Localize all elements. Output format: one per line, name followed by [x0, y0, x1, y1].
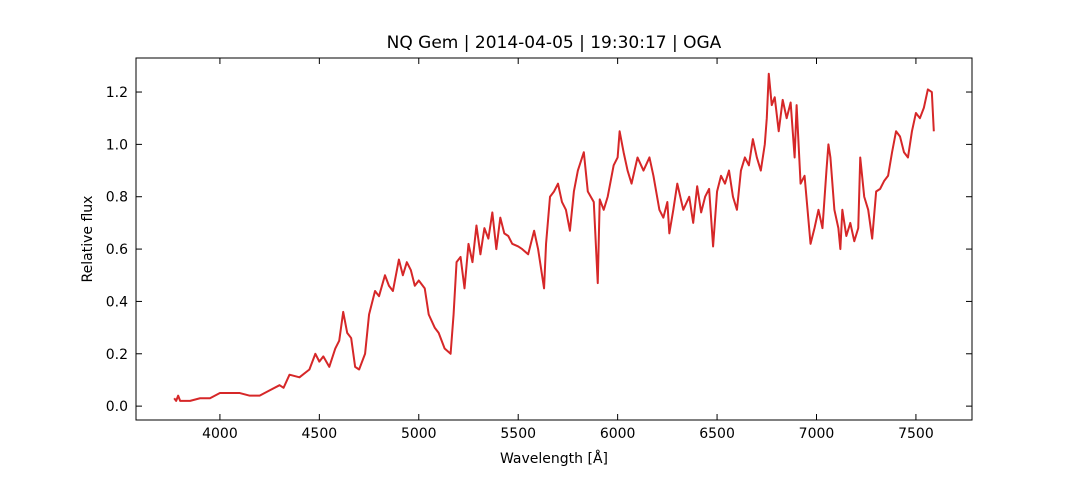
y-tick-label: 0.6: [106, 242, 128, 258]
y-tick-label: 0.0: [106, 399, 128, 415]
x-tick-label: 6000: [600, 426, 636, 442]
x-tick-label: 5500: [500, 426, 536, 442]
plot-frame: [135, 57, 973, 421]
y-axis-label: Relative flux: [80, 196, 96, 283]
x-tick-label: 7000: [799, 426, 835, 442]
y-tick-label: 0.8: [106, 190, 128, 206]
y-tick-label: 1.0: [106, 137, 128, 153]
x-tick-label: 5000: [401, 426, 437, 442]
spectrum-line: [173, 72, 935, 402]
x-tick-label: 4000: [202, 426, 238, 442]
y-tick-label: 0.4: [106, 294, 128, 310]
x-tick-label: 4500: [302, 426, 338, 442]
y-tick-label: 0.2: [106, 347, 128, 363]
x-tick-label: 7500: [898, 426, 934, 442]
x-tick-label: 6500: [699, 426, 735, 442]
chart-title: NQ Gem | 2014-04-05 | 19:30:17 | OGA: [387, 33, 722, 53]
y-tick-label: 1.2: [106, 85, 128, 101]
x-axis-label: Wavelength [Å]: [500, 450, 608, 467]
